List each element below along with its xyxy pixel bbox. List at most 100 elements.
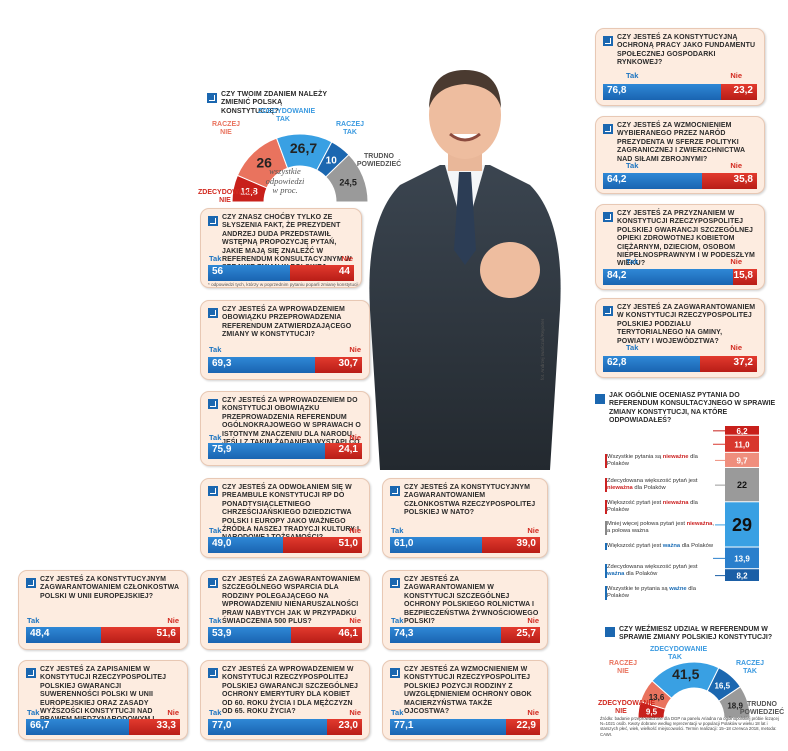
yes-label: Tak bbox=[209, 616, 222, 625]
card-agriculture: Czy jesteś za zagwarantowaniem w konstyt… bbox=[382, 570, 548, 650]
semi-value-5: 24,5 bbox=[339, 177, 357, 187]
no-bar: 33,3 bbox=[128, 719, 180, 735]
assessment-value-3: 9,7 bbox=[736, 456, 748, 465]
no-value: 22,9 bbox=[516, 720, 536, 731]
yes-value: 69,3 bbox=[212, 358, 232, 369]
assessment-value-7: 8,2 bbox=[736, 572, 748, 581]
semi-value-1: 12,8 bbox=[240, 187, 258, 197]
card-nato: Czy jesteś za konstytucyjnym zagwarantow… bbox=[382, 478, 548, 558]
photo-tie bbox=[454, 172, 476, 265]
assessment-bar-2 bbox=[725, 435, 759, 452]
assessment-row-7: Wszystkie te pytania są ważne dla Polakó… bbox=[605, 586, 715, 600]
yes-label: Tak bbox=[27, 616, 40, 625]
assessment-bar-6 bbox=[725, 547, 759, 569]
yes-value: 77,1 bbox=[394, 720, 414, 731]
no-label: Nie bbox=[730, 343, 742, 352]
card-question: Czy jesteś za zagwarantowaniem szczególn… bbox=[222, 576, 361, 626]
assessment-panel: Jak ogólnie oceniasz pytania do referend… bbox=[593, 392, 783, 424]
semi2-label-raczej-tak: Raczej tak bbox=[735, 660, 764, 675]
no-label: Nie bbox=[349, 433, 361, 442]
card-question: Czy jesteś za wzmocnieniem w Konstytucji… bbox=[404, 666, 532, 716]
question-icon bbox=[207, 93, 217, 103]
card-million-citizens: Czy jesteś za wprowadzeniem do konstytuc… bbox=[200, 391, 370, 466]
question-icon bbox=[208, 308, 218, 318]
yes-label: Tak bbox=[209, 433, 222, 442]
yes-bar: 76,8 bbox=[603, 84, 722, 100]
question-icon bbox=[208, 216, 218, 226]
yes-label: Tak bbox=[626, 71, 639, 80]
yes-value: 77,0 bbox=[212, 720, 232, 731]
card-eu-membership: Czy jesteś za konstytucyjnym zagwarantow… bbox=[18, 570, 188, 650]
assessment-row-4: Mniej więcej połowa pytań jest nieważna,… bbox=[605, 521, 715, 535]
semi-chart-2: 9,5 13,6 41,5 16,5 18,9 bbox=[637, 661, 751, 718]
semi-chart-2-heading: Czy weźmiesz udział w referendum w spraw… bbox=[605, 626, 785, 646]
yes-value: 62,8 bbox=[607, 357, 627, 368]
assessment-value-5: 29 bbox=[732, 515, 752, 535]
yes-bar: 74,3 bbox=[390, 627, 502, 643]
assessment-bar-3 bbox=[725, 452, 759, 467]
assessment-row-1: Wszystkie pytania są nieważne dla Polakó… bbox=[605, 454, 715, 468]
semi-value-3: 41,5 bbox=[672, 666, 699, 682]
no-bar: 24,1 bbox=[324, 443, 362, 459]
question-icon bbox=[603, 124, 613, 134]
result-bar: 61,0 39,0 bbox=[390, 537, 540, 553]
assessment-row-2: Zdecydowana większość pytań jest nieważn… bbox=[605, 478, 715, 492]
no-value: 23,2 bbox=[733, 85, 753, 96]
semi-value-5: 18,9 bbox=[727, 701, 743, 710]
assessment-row-3: Większość pytań jest nieważna dla Polakó… bbox=[605, 500, 715, 514]
no-bar: 51,6 bbox=[100, 627, 180, 643]
card-question: Czy jesteś za konstytucyjnym zagwarantow… bbox=[40, 576, 179, 600]
no-bar: 46,1 bbox=[291, 627, 362, 643]
no-label: Nie bbox=[730, 161, 742, 170]
yes-label: Tak bbox=[626, 257, 639, 266]
yes-label: Tak bbox=[391, 526, 404, 535]
result-bar: 56 44 bbox=[208, 265, 354, 281]
no-bar: 39,0 bbox=[481, 537, 540, 553]
yes-value: 53,9 bbox=[212, 628, 232, 639]
card-territorial: Czy jesteś za zagwarantowaniem w Konstyt… bbox=[595, 298, 765, 378]
yes-value: 49,0 bbox=[212, 538, 232, 549]
semi-chart-1-card: Czy Twoim zdaniem należy zmienić polską … bbox=[200, 86, 400, 204]
assessment-bar-7 bbox=[725, 569, 759, 581]
result-bar: 49,0 51,0 bbox=[208, 537, 362, 553]
no-label: Nie bbox=[527, 708, 539, 717]
no-value: 35,8 bbox=[733, 174, 753, 185]
card-question: Czy jesteś za zagwarantowaniem w Konstyt… bbox=[617, 304, 756, 345]
no-value: 39,0 bbox=[516, 538, 536, 549]
assessment-value-2: 11,0 bbox=[734, 440, 750, 449]
semi2-label-raczej-nie: Raczej nie bbox=[608, 660, 637, 675]
result-bar: 74,3 25,7 bbox=[390, 627, 540, 643]
no-bar: 23,2 bbox=[721, 84, 757, 100]
question-icon bbox=[605, 627, 615, 637]
assessment-value-1: 6,2 bbox=[736, 427, 748, 436]
yes-bar: 84,2 bbox=[603, 269, 733, 285]
result-bar: 62,8 37,2 bbox=[603, 356, 757, 372]
no-value: 23,0 bbox=[338, 720, 358, 731]
semi-chart-1-question: Czy Twoim zdaniem należy zmienić polską … bbox=[221, 91, 327, 115]
no-value: 33,3 bbox=[156, 720, 176, 731]
result-bar: 84,2 15,8 bbox=[603, 269, 757, 285]
no-label: Nie bbox=[730, 257, 742, 266]
card-question: Czy jesteś za zagwarantowaniem w konstyt… bbox=[404, 576, 539, 626]
semi-value-2: 26 bbox=[256, 154, 272, 170]
no-value: 46,1 bbox=[338, 628, 358, 639]
yes-value: 74,3 bbox=[394, 628, 414, 639]
no-bar: 23,0 bbox=[326, 719, 362, 735]
semi-value-4: 10 bbox=[326, 155, 338, 166]
card-footnote: * odpowiedzi tych, którzy w poprzednim p… bbox=[208, 282, 359, 287]
semi-segment-5 bbox=[718, 685, 751, 718]
yes-label: Tak bbox=[27, 708, 40, 717]
assessment-bars: 6,2 11,0 9,7 22 29 13,9 8,2 bbox=[713, 426, 759, 581]
no-label: Nie bbox=[349, 708, 361, 717]
card-family-fatherhood: Czy jesteś za wzmocnieniem w Konstytucji… bbox=[382, 660, 548, 740]
no-label: Nie bbox=[349, 526, 361, 535]
yes-value: 84,2 bbox=[607, 270, 627, 281]
no-value: 44 bbox=[338, 266, 350, 277]
no-label: Nie bbox=[341, 254, 353, 263]
semi2-label-trudno: Trudno powiedzieć bbox=[739, 701, 785, 716]
semi-value-3: 26,7 bbox=[290, 140, 317, 156]
no-label: Nie bbox=[730, 71, 742, 80]
card-know-proposal: Czy znasz choćby tylko ze słyszenia fakt… bbox=[200, 208, 362, 288]
semi1-label-zdecydowanie-tak: Zdecydowanie tak bbox=[258, 108, 316, 123]
no-value: 51,6 bbox=[156, 628, 176, 639]
